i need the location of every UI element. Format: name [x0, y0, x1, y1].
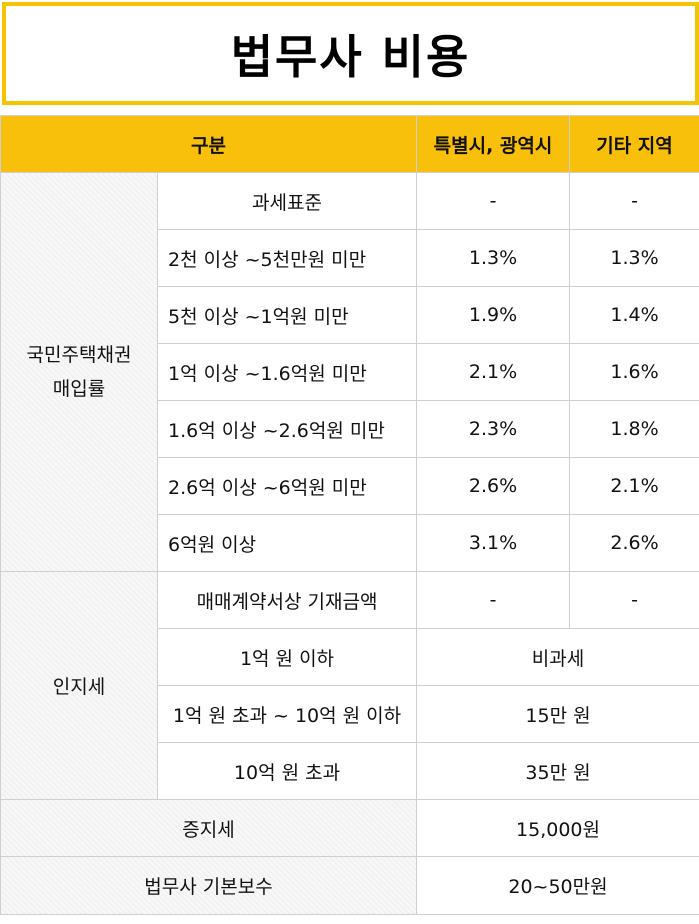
metro-value: -: [416, 571, 570, 629]
table-row: 1억 이상 ~1.6억원 미만 2.1% 1.6%: [1, 343, 699, 401]
table-row: 1.6억 이상 ~2.6억원 미만 2.3% 1.8%: [1, 400, 699, 458]
page-title: 법무사 비용: [230, 29, 471, 84]
table-row: 10억 원 초과 35만 원: [1, 742, 699, 800]
metro-value: 1.9%: [416, 286, 570, 344]
table-row: 국민주택채권 매입률 과세표준 - -: [0, 172, 699, 572]
merged-value: 35만 원: [416, 742, 699, 800]
basic-fee-label: 법무사 기본보수: [0, 856, 417, 915]
row-label: 1.6억 이상 ~2.6억원 미만: [157, 400, 417, 458]
metro-value: 3.1%: [416, 514, 570, 572]
row-label: 10억 원 초과: [157, 742, 417, 800]
header-category: 구분: [0, 115, 417, 173]
table-row: 2천 이상 ~5천만원 미만 1.3% 1.3%: [1, 229, 699, 287]
header-other: 기타 지역: [569, 115, 699, 173]
merged-value: 비과세: [416, 628, 699, 686]
metro-value: 1.3%: [416, 229, 570, 287]
certificate-tax-label: 증지세: [0, 799, 417, 857]
other-value: 2.6%: [569, 514, 699, 572]
row-label: 매매계약서상 기재금액: [157, 571, 417, 629]
table-row: 증지세 15,000원: [0, 799, 699, 857]
metro-value: -: [416, 172, 570, 230]
other-value: -: [569, 571, 699, 629]
row-label: 5천 이상 ~1억원 미만: [157, 286, 417, 344]
table-row: 1억 원 초과 ~ 10억 원 이하 15만 원: [1, 685, 699, 743]
row-label: 1억 원 이하: [157, 628, 417, 686]
table-row: 6억원 이상 3.1% 2.6%: [1, 514, 699, 572]
row-label: 과세표준: [157, 172, 417, 230]
row-label: 2천 이상 ~5천만원 미만: [157, 229, 417, 287]
other-value: 1.4%: [569, 286, 699, 344]
row-label: 1억 이상 ~1.6억원 미만: [157, 343, 417, 401]
certificate-tax-value: 15,000원: [416, 799, 699, 857]
header-metro: 특별시, 광역시: [416, 115, 570, 173]
metro-value: 2.6%: [416, 457, 570, 515]
category-stamp: 인지세: [0, 571, 158, 800]
category-bond-line1: 국민주택채권: [26, 344, 132, 366]
basic-fee-value: 20~50만원: [416, 856, 699, 915]
other-value: 1.6%: [569, 343, 699, 401]
fee-table: 구분 특별시, 광역시 기타 지역 국민주택채권 매입률 과세표준 - - 2천…: [0, 115, 699, 915]
title-box: 법무사 비용: [2, 2, 699, 105]
other-value: 1.3%: [569, 229, 699, 287]
other-value: 2.1%: [569, 457, 699, 515]
row-label: 1억 원 초과 ~ 10억 원 이하: [157, 685, 417, 743]
table-row: 1억 원 이하 비과세: [1, 628, 699, 686]
table-row: 5천 이상 ~1억원 미만 1.9% 1.4%: [1, 286, 699, 344]
other-value: 1.8%: [569, 400, 699, 458]
table-row: 2.6억 이상 ~6억원 미만 2.6% 2.1%: [1, 457, 699, 515]
category-bond: 국민주택채권 매입률: [0, 172, 158, 572]
table-row: 법무사 기본보수 20~50만원: [0, 856, 699, 915]
row-label: 2.6억 이상 ~6억원 미만: [157, 457, 417, 515]
metro-value: 2.1%: [416, 343, 570, 401]
metro-value: 2.3%: [416, 400, 570, 458]
header-row: 구분 특별시, 광역시 기타 지역: [0, 115, 699, 173]
other-value: -: [569, 172, 699, 230]
merged-value: 15만 원: [416, 685, 699, 743]
table-row: 인지세 매매계약서상 기재금액 - -: [0, 571, 699, 800]
row-label: 6억원 이상: [157, 514, 417, 572]
category-bond-line2: 매입률: [52, 378, 106, 400]
